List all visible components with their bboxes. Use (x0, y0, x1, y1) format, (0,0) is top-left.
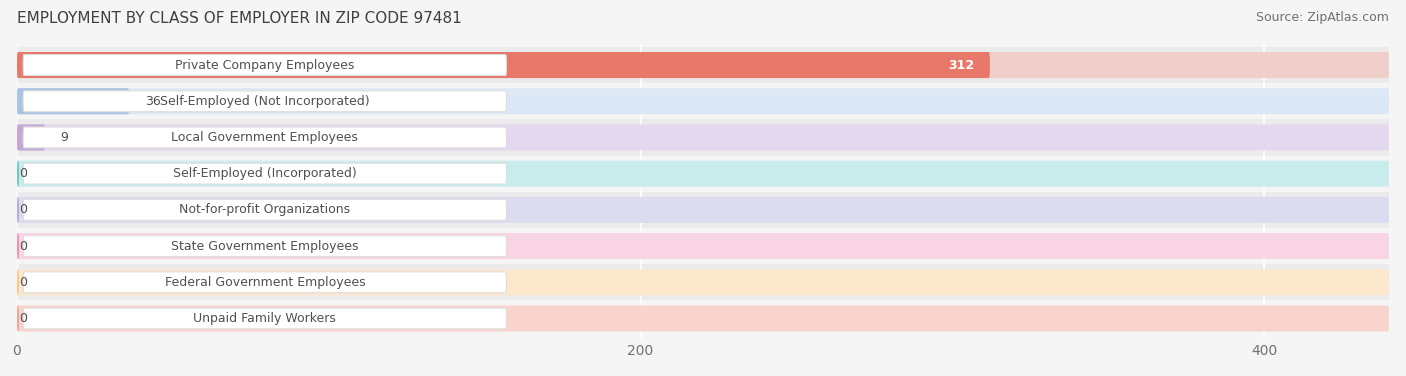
FancyBboxPatch shape (17, 269, 1389, 295)
FancyBboxPatch shape (22, 55, 506, 76)
FancyBboxPatch shape (17, 47, 1389, 83)
Text: Self-Employed (Incorporated): Self-Employed (Incorporated) (173, 167, 357, 180)
FancyBboxPatch shape (22, 91, 506, 112)
FancyBboxPatch shape (17, 88, 1389, 114)
Text: 0: 0 (20, 167, 28, 180)
FancyBboxPatch shape (17, 124, 1389, 150)
FancyBboxPatch shape (17, 233, 20, 259)
FancyBboxPatch shape (17, 156, 1389, 192)
FancyBboxPatch shape (17, 233, 1389, 259)
Text: 9: 9 (60, 131, 69, 144)
Text: EMPLOYMENT BY CLASS OF EMPLOYER IN ZIP CODE 97481: EMPLOYMENT BY CLASS OF EMPLOYER IN ZIP C… (17, 11, 461, 26)
Text: Federal Government Employees: Federal Government Employees (165, 276, 366, 289)
Text: Unpaid Family Workers: Unpaid Family Workers (194, 312, 336, 325)
FancyBboxPatch shape (17, 192, 1389, 228)
FancyBboxPatch shape (17, 119, 1389, 156)
Text: State Government Employees: State Government Employees (172, 240, 359, 253)
Text: Source: ZipAtlas.com: Source: ZipAtlas.com (1256, 11, 1389, 24)
Text: Private Company Employees: Private Company Employees (176, 59, 354, 71)
Text: 0: 0 (20, 276, 28, 289)
FancyBboxPatch shape (17, 269, 20, 295)
FancyBboxPatch shape (17, 161, 1389, 187)
Text: 36: 36 (145, 95, 160, 108)
FancyBboxPatch shape (22, 236, 506, 256)
FancyBboxPatch shape (17, 305, 20, 332)
FancyBboxPatch shape (17, 124, 45, 150)
FancyBboxPatch shape (22, 199, 506, 220)
FancyBboxPatch shape (17, 197, 20, 223)
FancyBboxPatch shape (17, 88, 129, 114)
Text: 0: 0 (20, 203, 28, 216)
FancyBboxPatch shape (17, 52, 990, 78)
FancyBboxPatch shape (17, 264, 1389, 300)
FancyBboxPatch shape (22, 163, 506, 184)
FancyBboxPatch shape (17, 52, 1389, 78)
FancyBboxPatch shape (22, 308, 506, 329)
Text: Self-Employed (Not Incorporated): Self-Employed (Not Incorporated) (160, 95, 370, 108)
FancyBboxPatch shape (17, 305, 1389, 332)
Text: 0: 0 (20, 240, 28, 253)
Text: 312: 312 (948, 59, 974, 71)
Text: 0: 0 (20, 312, 28, 325)
FancyBboxPatch shape (22, 127, 506, 148)
FancyBboxPatch shape (17, 83, 1389, 119)
Text: Not-for-profit Organizations: Not-for-profit Organizations (179, 203, 350, 216)
FancyBboxPatch shape (17, 228, 1389, 264)
FancyBboxPatch shape (17, 161, 20, 187)
FancyBboxPatch shape (17, 197, 1389, 223)
FancyBboxPatch shape (22, 272, 506, 293)
FancyBboxPatch shape (17, 300, 1389, 337)
Text: Local Government Employees: Local Government Employees (172, 131, 359, 144)
